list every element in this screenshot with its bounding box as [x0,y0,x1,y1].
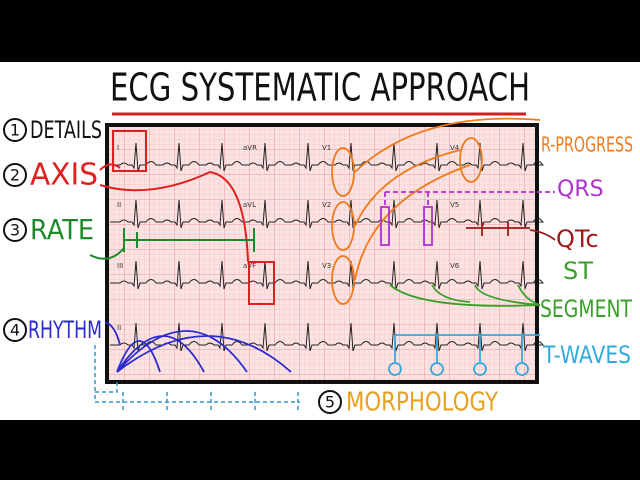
step-label: DETAILS [30,116,102,144]
qrs-marks [380,191,555,246]
lead-label: V3 [322,262,331,270]
lead-label: II [117,201,121,209]
rhythm-intervals [94,345,300,410]
ecg-border [105,123,539,384]
annotation-label: ST [563,257,593,285]
lead-label: I [117,144,119,152]
bottom-bar [0,420,640,480]
rate-marker [89,228,255,260]
lead-label: V6 [450,262,460,270]
ecg-trace [110,142,544,172]
lead-label: V5 [450,201,459,209]
qtc-marks [466,222,556,241]
rhythm-arcs [104,321,292,373]
t-wave-marks [388,334,540,376]
annotation-label: T-WAVES [542,341,631,369]
lead-label: V2 [322,201,331,209]
step-label: AXIS [30,158,98,193]
step-number: 5 [325,393,335,412]
step-number: 4 [10,321,20,340]
lead-label: V1 [322,144,331,152]
step-circle [318,390,342,414]
annotation-label: R-PROGRESS [541,133,633,157]
axis-box [112,130,147,172]
r-progress-marks [331,117,541,305]
step-number: 2 [10,166,20,185]
lead-label: aVL [243,201,256,209]
title: ECG SYSTEMATIC APPROACH [110,66,530,110]
annotation-label: SEGMENT [540,295,632,323]
step-label: RATE [30,213,94,246]
step-circle [3,218,27,242]
lead-label: II [117,324,121,332]
step-number: 1 [10,121,20,140]
st-marks [389,284,541,307]
lead-label: aVR [243,144,257,152]
step-label: MORPHOLOGY [346,388,498,418]
axis-box [248,261,275,305]
annotation-label: QRS [557,177,604,202]
top-bar [0,0,640,62]
ecg-trace [110,322,544,352]
step-circle [3,163,27,187]
step-circle [3,118,27,142]
step-number: 3 [10,221,20,240]
lead-label: III [117,262,123,270]
step-circle [3,318,27,342]
ecg-grid [107,125,537,382]
lead-label: V4 [450,144,460,152]
axis-connector [99,163,249,263]
annotation-label: QTc [556,225,599,253]
step-label: RHYTHM [28,316,102,344]
